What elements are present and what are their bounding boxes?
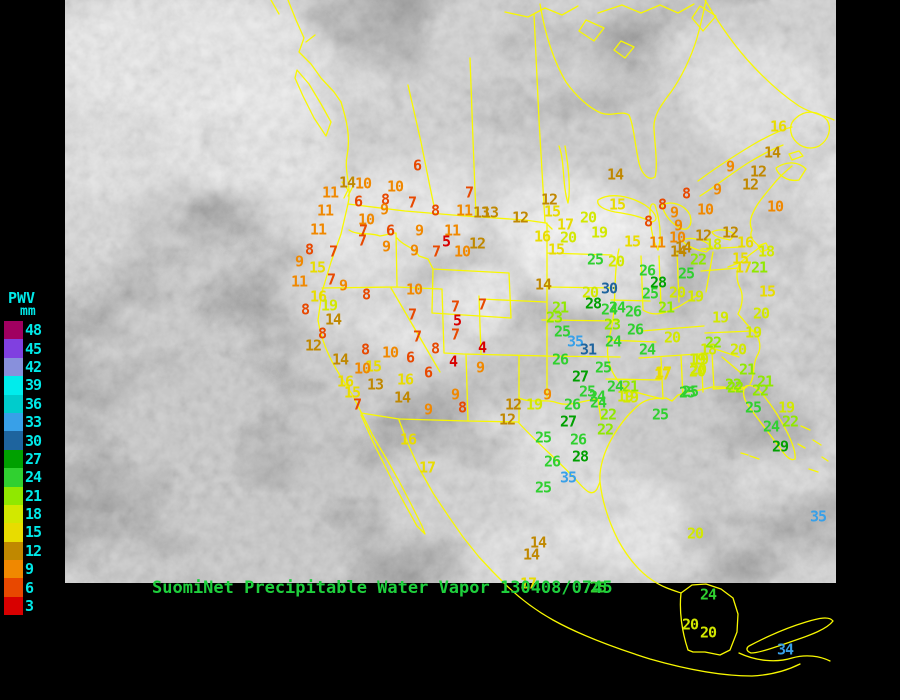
hudson-bay <box>539 0 717 179</box>
legend-row: 3 <box>4 596 62 616</box>
legend-row: 9 <box>4 560 62 579</box>
st-lawrence <box>697 126 793 197</box>
legend-label: 15 <box>25 523 42 542</box>
us-mexico-border <box>360 412 601 494</box>
legend-row: 48 <box>4 321 62 340</box>
bahamas-keys <box>740 425 829 473</box>
legend-row: 39 <box>4 376 62 395</box>
state-borders-midwest <box>605 250 748 400</box>
legend-title: PWV <box>8 289 36 307</box>
legend-label: 27 <box>25 449 42 468</box>
lake-superior <box>597 195 657 223</box>
legend-label: 45 <box>25 339 42 358</box>
legend-swatch <box>4 449 23 469</box>
legend-swatch <box>4 596 23 616</box>
legend-label: 9 <box>25 560 34 579</box>
legend-swatch <box>4 357 23 377</box>
legend-swatch <box>4 541 23 561</box>
legend-label: 3 <box>25 597 34 616</box>
coast-gulf <box>599 386 746 483</box>
lake-ontario <box>711 229 736 241</box>
legend-label: 30 <box>25 431 42 450</box>
coast-alaska <box>270 0 342 103</box>
state-borders-east <box>700 246 754 374</box>
legend-row: 33 <box>4 412 62 432</box>
product-title: SuomiNet Precipitable Water Vapor 130408… <box>152 578 613 598</box>
coast-honduras <box>738 652 831 662</box>
legend-label: 12 <box>25 541 42 560</box>
legend-swatch <box>4 468 23 487</box>
legend-label: 39 <box>25 376 42 395</box>
arctic-coast <box>504 3 695 18</box>
vancouver-island <box>294 69 332 137</box>
coast-mexico-pacific <box>398 419 801 677</box>
legend-label: 21 <box>25 486 42 505</box>
legend-label: 42 <box>25 357 42 376</box>
legend-swatch <box>4 431 23 450</box>
legend-row: 12 <box>4 541 62 561</box>
state-borders-plains <box>518 222 621 421</box>
map-outlines <box>270 0 835 677</box>
legend-row: 45 <box>4 339 62 358</box>
mississippi-river <box>606 248 664 400</box>
legend-row: 36 <box>4 394 62 413</box>
legend-swatch <box>4 376 23 395</box>
satellite-cloud-layer <box>65 0 836 583</box>
florida <box>742 384 796 461</box>
lake-michigan <box>649 203 661 251</box>
pwv-legend: PWV mm 48 45 42 39 36 33 30 27 24 21 18 15 12 9 6 3 <box>4 289 62 616</box>
legend-label: 33 <box>25 413 42 432</box>
lake-erie <box>681 237 713 253</box>
legend-swatch <box>4 412 23 432</box>
yucatan <box>679 583 739 656</box>
legend-swatch <box>4 486 23 505</box>
lake-huron <box>661 202 692 230</box>
coast-east <box>727 165 793 385</box>
nova-scotia <box>775 150 807 182</box>
legend-swatch <box>4 560 23 579</box>
legend-swatch <box>4 504 23 524</box>
legend-row: 21 <box>4 486 62 505</box>
legend-row: 27 <box>4 449 62 469</box>
legend-swatch <box>4 321 23 340</box>
legend-label: 48 <box>25 321 42 340</box>
legend-unit: mm <box>20 304 36 319</box>
legend-swatch <box>4 578 23 597</box>
cuba <box>746 617 834 654</box>
legend-label: 36 <box>25 394 42 413</box>
baja-california <box>360 411 426 535</box>
legend-row: 18 <box>4 504 62 524</box>
state-borders-west <box>321 229 548 423</box>
canada-borders <box>407 13 570 223</box>
legend-row: 42 <box>4 357 62 377</box>
legend-label: 6 <box>25 578 34 597</box>
legend-label: 24 <box>25 468 42 487</box>
legend-label: 18 <box>25 505 42 524</box>
legend-swatch <box>4 523 23 542</box>
legend-row: 24 <box>4 468 62 487</box>
legend-swatch <box>4 394 23 413</box>
legend-row: 6 <box>4 578 62 597</box>
coast-mexico-gulf <box>599 481 682 594</box>
legend-row: 30 <box>4 431 62 450</box>
legend-row: 15 <box>4 523 62 542</box>
newfoundland <box>789 111 830 149</box>
coast-west <box>317 101 362 413</box>
legend-scale: 48 45 42 39 36 33 30 27 24 21 18 15 12 9 6 3 <box>4 321 62 616</box>
legend-swatch <box>4 339 23 358</box>
